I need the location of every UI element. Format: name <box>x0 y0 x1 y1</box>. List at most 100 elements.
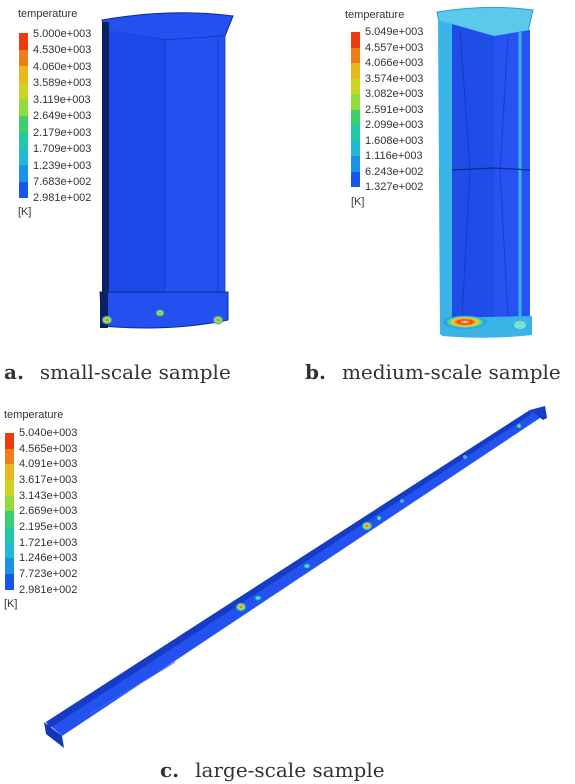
color-swatch <box>351 172 360 187</box>
legend-tick: 1.709e+003 <box>33 143 92 155</box>
color-swatch <box>351 156 360 172</box>
warm-spot <box>463 455 467 459</box>
color-swatch <box>19 149 28 165</box>
color-swatch <box>19 50 28 66</box>
hot-spot <box>155 309 165 317</box>
color-swatch <box>351 32 360 48</box>
color-swatch <box>351 141 360 156</box>
color-swatch <box>351 110 360 125</box>
legend-tick: 2.195e+003 <box>19 521 78 533</box>
color-swatch <box>351 48 360 63</box>
hot-spot <box>212 315 224 325</box>
legend-tick: 1.239e+003 <box>33 160 92 172</box>
legend-tick: 2.591e+003 <box>365 104 424 116</box>
color-swatch <box>19 83 28 99</box>
legend-tick: 3.119e+003 <box>33 94 91 106</box>
legend-tick: 1.721e+003 <box>19 537 78 549</box>
legend-tick: 3.574e+003 <box>365 73 424 85</box>
hot-spot <box>101 315 113 325</box>
color-swatch <box>5 574 14 590</box>
legend-tick: 4.565e+003 <box>19 443 78 455</box>
warm-spot <box>254 595 262 601</box>
color-swatch <box>351 125 360 141</box>
legend-unit: [K] <box>4 598 18 610</box>
legend-tick: 5.040e+003 <box>19 427 78 439</box>
legend-tick: 6.243e+002 <box>365 166 424 178</box>
color-swatch <box>19 165 28 182</box>
beam-face <box>46 410 543 736</box>
caption-c: c. large-scale sample <box>160 758 385 782</box>
legend-tick: 4.557e+003 <box>365 42 424 54</box>
caption-a: a. small-scale sample <box>4 360 231 384</box>
warm-spot <box>514 321 526 329</box>
legend-tick: 4.066e+003 <box>365 57 424 69</box>
caption-letter: a. <box>4 360 24 384</box>
legend-tick: 3.589e+003 <box>33 77 92 89</box>
legend-tick: 3.082e+003 <box>365 88 424 100</box>
bottom-flange <box>99 291 229 329</box>
legend-tick: 7.683e+002 <box>33 176 92 188</box>
warm-spot <box>400 499 404 503</box>
caption-text: large-scale sample <box>195 758 385 782</box>
color-swatch <box>5 558 14 574</box>
inner-wall <box>452 24 494 318</box>
hot-spot <box>235 602 247 612</box>
inner-wall <box>109 30 165 305</box>
color-swatch <box>19 66 28 83</box>
warm-spot <box>516 423 522 429</box>
legend-title: temperature <box>345 9 405 21</box>
legend-tick: 1.327e+002 <box>365 181 424 193</box>
wall-edge <box>438 20 452 335</box>
legend-tick: 2.649e+003 <box>33 110 92 122</box>
color-swatch <box>5 449 14 464</box>
color-swatch <box>19 132 28 149</box>
color-swatch <box>5 511 14 527</box>
color-swatch <box>351 63 360 79</box>
legend-tick: 5.049e+003 <box>365 26 424 38</box>
legend-tick: 2.669e+003 <box>19 505 78 517</box>
color-swatch <box>5 464 14 480</box>
caption-text: small-scale sample <box>39 360 231 384</box>
caption-letter: c. <box>160 758 180 782</box>
wall-edge <box>102 22 109 322</box>
legend-tick: 1.116e+003 <box>365 150 423 162</box>
color-swatch <box>5 496 14 511</box>
legend-tick: 2.099e+003 <box>365 119 424 131</box>
legend-tick: 2.179e+003 <box>33 127 92 139</box>
legend-tick: 4.060e+003 <box>33 61 92 73</box>
beam-edge <box>46 410 532 728</box>
legend-tick: 4.530e+003 <box>33 44 92 56</box>
caption-text: medium-scale sample <box>341 360 561 384</box>
color-swatch <box>19 116 28 132</box>
legend-title: temperature <box>18 8 78 20</box>
caption-letter: b. <box>305 360 326 384</box>
hot-spot <box>361 521 373 531</box>
color-swatch <box>19 182 28 198</box>
legend-title: temperature <box>4 409 64 421</box>
legend-tick: 2.981e+002 <box>33 192 92 204</box>
legend-tick: 2.981e+002 <box>19 584 78 596</box>
color-swatch <box>5 433 14 449</box>
hot-spot <box>443 315 487 329</box>
legend-tick: 3.143e+003 <box>19 490 78 502</box>
color-swatch <box>5 480 14 496</box>
color-swatch <box>19 99 28 116</box>
legend-unit: [K] <box>18 206 32 218</box>
legend-tick: 1.246e+003 <box>19 552 78 564</box>
legend-tick: 5.000e+003 <box>33 28 92 40</box>
legend-tick: 7.723e+002 <box>19 568 78 580</box>
color-swatch <box>19 33 28 50</box>
color-swatch <box>351 94 360 110</box>
legend-tick: 3.617e+003 <box>19 474 78 486</box>
warm-spot <box>303 563 311 569</box>
legend-tick: 1.608e+003 <box>365 135 424 147</box>
color-swatch <box>5 543 14 558</box>
color-swatch <box>351 79 360 94</box>
legend-tick: 4.091e+003 <box>19 458 78 470</box>
caption-b: b. medium-scale sample <box>305 360 561 384</box>
warm-spot <box>376 515 382 521</box>
color-swatch <box>5 527 14 543</box>
